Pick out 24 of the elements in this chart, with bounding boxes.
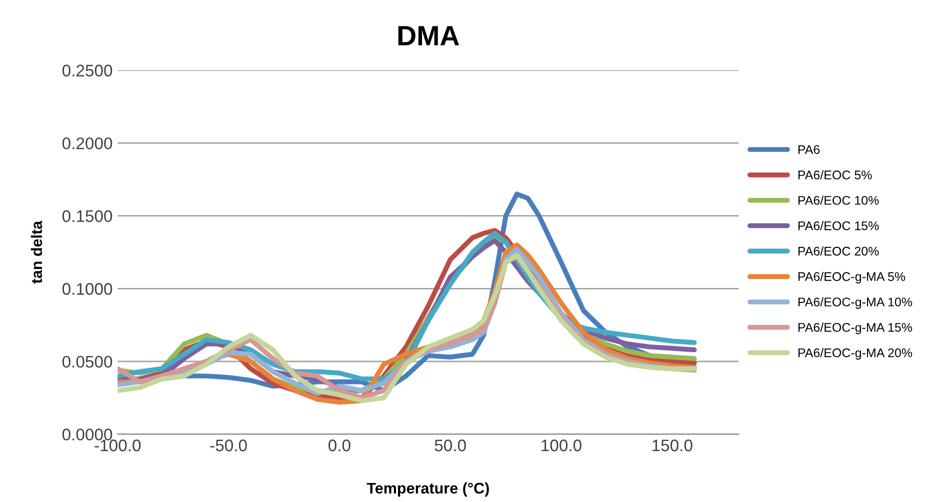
- y-tick-label: 0.1000: [62, 283, 112, 295]
- x-tick-label: 150.0: [652, 440, 692, 452]
- legend-label: PA6/EOC-g-MA 5%: [798, 272, 906, 284]
- chart-title: DMA: [398, 26, 460, 46]
- x-tick-label: -100.0: [94, 440, 141, 452]
- legend-label: PA6: [798, 145, 820, 154]
- legend-label: PA6/EOC-g-MA 15%: [798, 322, 912, 334]
- y-tick-label: 0.2500: [62, 64, 112, 76]
- legend-label: PA6/EOC 10%: [798, 196, 879, 205]
- x-tick-label: -50.0: [210, 440, 247, 452]
- legend-label: PA6/EOC 15%: [798, 221, 879, 230]
- legend-label: PA6/EOC 5%: [798, 170, 872, 180]
- x-tick-label: 0.0: [328, 440, 350, 452]
- y-tick-label: 0.1500: [62, 210, 112, 222]
- y-tick-label: 0.0000: [62, 428, 112, 440]
- x-axis-title: Temperature (°C): [366, 482, 489, 497]
- y-tick-label: 0.0500: [62, 356, 112, 368]
- x-tick-label: 50.0: [434, 440, 466, 452]
- y-tick-label: 0.2000: [62, 137, 112, 150]
- legend-label: PA6/EOC-g-MA 20%: [798, 348, 912, 360]
- legend-label: PA6/EOC 20%: [798, 246, 879, 256]
- legend-label: PA6/EOC-g-MA 10%: [798, 297, 912, 309]
- x-tick-label: 100.0: [542, 440, 582, 452]
- y-axis-title: tan delta: [30, 220, 42, 284]
